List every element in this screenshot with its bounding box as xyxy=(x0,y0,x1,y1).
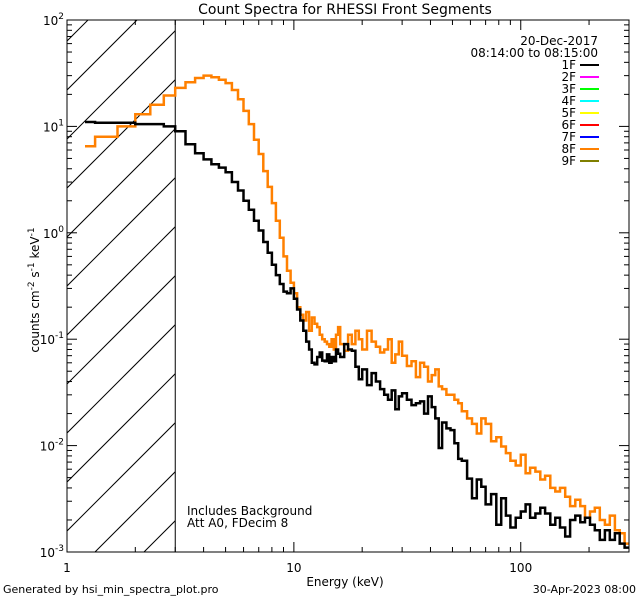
y-tick-label: 100 xyxy=(43,225,64,241)
x-tick-label: 100 xyxy=(509,561,532,575)
hatch-line xyxy=(67,20,138,91)
hatch-line xyxy=(67,79,176,189)
attenuator-hatch-region xyxy=(67,20,176,552)
hatch-line xyxy=(67,324,176,434)
legend-label-6F: 6F xyxy=(561,118,576,132)
hatch-line xyxy=(67,30,176,140)
legend-label-1F: 1F xyxy=(561,58,576,72)
annotation-attenuator: Att A0, FDecim 8 xyxy=(187,516,288,530)
legend-label-9F: 9F xyxy=(561,154,576,168)
annotation-background: Includes Background xyxy=(187,504,312,518)
legend-label-5F: 5F xyxy=(561,106,576,120)
y-label-exp1: -2 xyxy=(27,281,37,290)
y-tick-label: 10-3 xyxy=(40,544,64,560)
y-label-kev: keV xyxy=(28,236,42,263)
legend-label-8F: 8F xyxy=(561,142,576,156)
plot-frame xyxy=(66,19,630,553)
footer-timestamp: 30-Apr-2023 08:00 xyxy=(532,583,636,596)
axis-ticks xyxy=(66,19,630,553)
hatch-line xyxy=(94,471,176,552)
series-group xyxy=(85,74,629,549)
legend-label-4F: 4F xyxy=(561,94,576,108)
hatch-line xyxy=(67,422,176,532)
hatch-line xyxy=(67,128,176,238)
y-tick-label: 10-1 xyxy=(40,331,64,347)
y-label-exp2: -1 xyxy=(27,262,37,271)
y-tick-label: 10-2 xyxy=(40,438,64,454)
y-label-counts: counts cm xyxy=(28,290,42,352)
series-8F xyxy=(85,74,629,545)
y-axis-label: counts cm-2 s-1 keV-1 xyxy=(27,227,42,352)
y-label-exp3: -1 xyxy=(27,227,37,236)
hatch-line xyxy=(67,373,176,483)
legend-label-3F: 3F xyxy=(561,82,576,96)
y-tick-label: 101 xyxy=(43,118,64,134)
x-axis-label: Energy (keV) xyxy=(306,575,383,589)
series-1F xyxy=(85,120,629,549)
legend-time-range: 08:14:00 to 08:15:00 xyxy=(471,46,598,60)
y-tick-label: 102 xyxy=(43,12,64,28)
hatch-lines xyxy=(67,20,176,552)
x-tick-labels: 1 10 100 xyxy=(63,561,532,575)
x-tick-label: 10 xyxy=(286,561,301,575)
legend-date: 20-Dec-2017 xyxy=(520,34,598,48)
y-tick-labels: 102 101 100 10-1 10-2 10-3 xyxy=(40,12,65,560)
y-label-s: s xyxy=(28,271,42,281)
hatch-line xyxy=(67,20,89,42)
legend-label-7F: 7F xyxy=(561,130,576,144)
x-tick-label: 1 xyxy=(63,561,71,575)
legend-label-2F: 2F xyxy=(561,70,576,84)
hatch-line xyxy=(67,226,176,336)
chart-title: Count Spectra for RHESSI Front Segments xyxy=(198,2,492,18)
hatch-line xyxy=(67,177,176,287)
footer-generated-by: Generated by hsi_min_spectra_plot.pro xyxy=(3,583,219,596)
